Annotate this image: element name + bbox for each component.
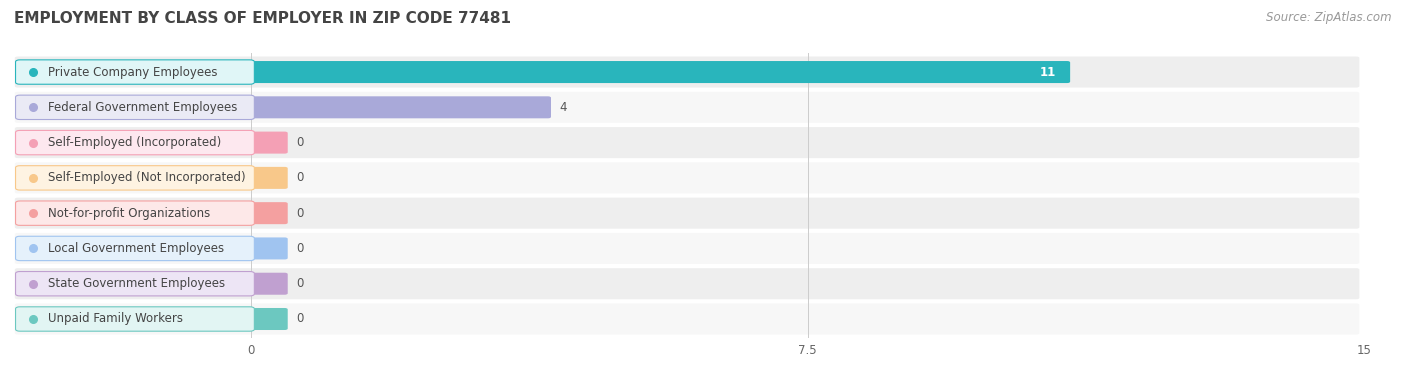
Text: Not-for-profit Organizations: Not-for-profit Organizations — [48, 207, 211, 220]
Text: 4: 4 — [560, 101, 567, 114]
FancyBboxPatch shape — [15, 268, 1360, 299]
FancyBboxPatch shape — [249, 308, 288, 330]
FancyBboxPatch shape — [15, 162, 1360, 193]
Text: State Government Employees: State Government Employees — [48, 277, 225, 290]
FancyBboxPatch shape — [249, 61, 1070, 83]
FancyBboxPatch shape — [15, 56, 1360, 88]
Text: 0: 0 — [295, 312, 304, 326]
Text: 0: 0 — [295, 242, 304, 255]
FancyBboxPatch shape — [15, 307, 254, 331]
Text: Private Company Employees: Private Company Employees — [48, 65, 218, 79]
FancyBboxPatch shape — [249, 237, 288, 259]
Text: 0: 0 — [295, 207, 304, 220]
FancyBboxPatch shape — [15, 236, 254, 261]
FancyBboxPatch shape — [249, 96, 551, 118]
FancyBboxPatch shape — [15, 233, 1360, 264]
FancyBboxPatch shape — [249, 202, 288, 224]
FancyBboxPatch shape — [15, 60, 254, 84]
Text: EMPLOYMENT BY CLASS OF EMPLOYER IN ZIP CODE 77481: EMPLOYMENT BY CLASS OF EMPLOYER IN ZIP C… — [14, 11, 510, 26]
FancyBboxPatch shape — [249, 273, 288, 295]
FancyBboxPatch shape — [15, 130, 254, 155]
Text: Self-Employed (Incorporated): Self-Employed (Incorporated) — [48, 136, 221, 149]
FancyBboxPatch shape — [15, 198, 1360, 229]
Text: 0: 0 — [295, 277, 304, 290]
FancyBboxPatch shape — [15, 92, 1360, 123]
Text: Self-Employed (Not Incorporated): Self-Employed (Not Incorporated) — [48, 171, 246, 184]
Text: Federal Government Employees: Federal Government Employees — [48, 101, 238, 114]
Text: 0: 0 — [295, 171, 304, 184]
FancyBboxPatch shape — [15, 127, 1360, 158]
Text: Source: ZipAtlas.com: Source: ZipAtlas.com — [1267, 11, 1392, 24]
FancyBboxPatch shape — [249, 132, 288, 154]
Text: Local Government Employees: Local Government Employees — [48, 242, 225, 255]
FancyBboxPatch shape — [249, 167, 288, 189]
FancyBboxPatch shape — [15, 303, 1360, 335]
Text: Unpaid Family Workers: Unpaid Family Workers — [48, 312, 183, 326]
FancyBboxPatch shape — [15, 271, 254, 296]
FancyBboxPatch shape — [15, 201, 254, 225]
FancyBboxPatch shape — [15, 95, 254, 120]
Text: 0: 0 — [295, 136, 304, 149]
Text: 11: 11 — [1040, 65, 1056, 79]
FancyBboxPatch shape — [15, 166, 254, 190]
